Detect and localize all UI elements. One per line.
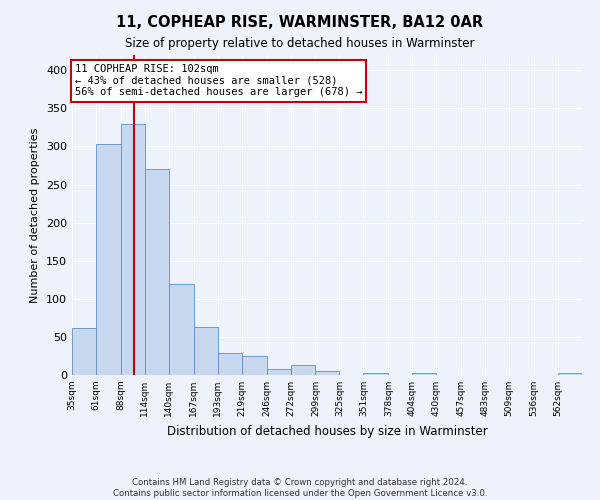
- X-axis label: Distribution of detached houses by size in Warminster: Distribution of detached houses by size …: [167, 424, 487, 438]
- Bar: [412, 372, 436, 375]
- Bar: [242, 356, 266, 375]
- Bar: [194, 327, 218, 375]
- Text: Size of property relative to detached houses in Warminster: Size of property relative to detached ho…: [125, 38, 475, 51]
- Text: 11 COPHEAP RISE: 102sqm
← 43% of detached houses are smaller (528)
56% of semi-d: 11 COPHEAP RISE: 102sqm ← 43% of detache…: [75, 64, 362, 98]
- Bar: [145, 170, 169, 375]
- Bar: [218, 353, 242, 375]
- Bar: [316, 371, 340, 375]
- Bar: [364, 374, 388, 375]
- Bar: [558, 374, 582, 375]
- Bar: [290, 365, 316, 375]
- Bar: [72, 328, 96, 375]
- Text: 11, COPHEAP RISE, WARMINSTER, BA12 0AR: 11, COPHEAP RISE, WARMINSTER, BA12 0AR: [116, 15, 484, 30]
- Bar: [266, 369, 290, 375]
- Bar: [169, 284, 194, 375]
- Bar: [121, 124, 145, 375]
- Y-axis label: Number of detached properties: Number of detached properties: [31, 128, 40, 302]
- Bar: [96, 144, 121, 375]
- Text: Contains HM Land Registry data © Crown copyright and database right 2024.
Contai: Contains HM Land Registry data © Crown c…: [113, 478, 487, 498]
